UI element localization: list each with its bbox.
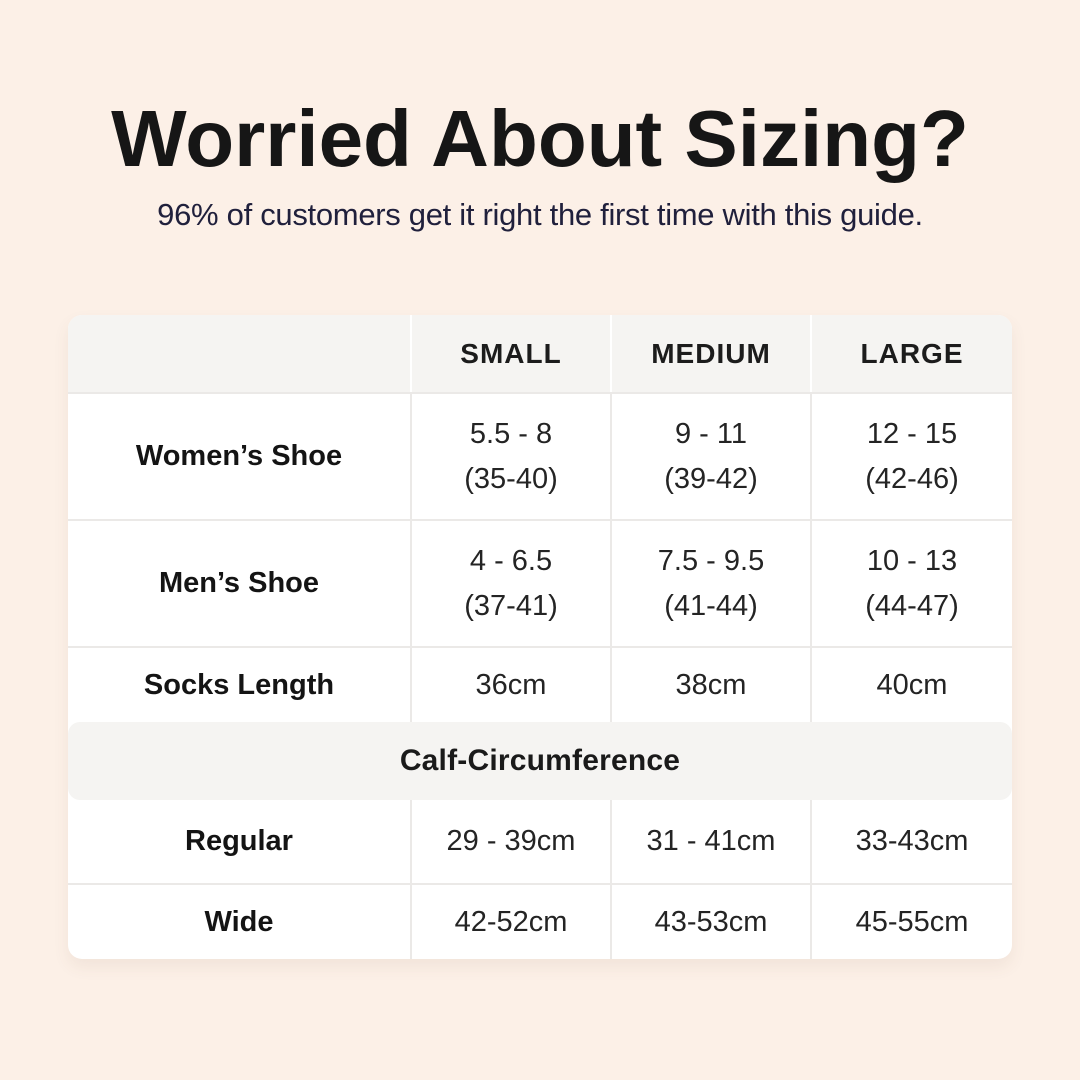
row-label-wide: Wide — [204, 905, 274, 938]
table-header-row: SMALL MEDIUM LARGE — [68, 315, 1012, 392]
cell-value: 31 - 41cm — [646, 825, 776, 857]
table-row-wide: Wide 42-52cm 43-53cm 45-55cm — [68, 883, 1012, 959]
column-header-small: SMALL — [410, 315, 610, 392]
cell-socks-medium: 38cm — [610, 648, 810, 722]
cell-mens-medium: 7.5 - 9.5 (41-44) — [610, 521, 810, 646]
page-title: Worried About Sizing? — [111, 94, 969, 183]
cell-value: 33-43cm — [855, 825, 969, 857]
cell-value: (44-47) — [865, 589, 959, 622]
table-row-regular: Regular 29 - 39cm 31 - 41cm 33-43cm — [68, 800, 1012, 883]
cell-wide-medium: 43-53cm — [610, 885, 810, 959]
cell-value: (37-41) — [464, 589, 558, 622]
cell-mens-small: 4 - 6.5 (37-41) — [410, 521, 610, 646]
cell-value: (41-44) — [664, 589, 758, 622]
column-header-blank — [68, 315, 410, 392]
cell-value: (39-42) — [664, 462, 758, 495]
cell-value: 12 - 15 — [866, 417, 958, 450]
cell-value: 5.5 - 8 — [469, 417, 553, 450]
cell-regular-medium: 31 - 41cm — [610, 800, 810, 883]
cell-womens-medium: 9 - 11 (39-42) — [610, 394, 810, 519]
cell-value: 38cm — [675, 668, 747, 701]
cell-wide-large: 45-55cm — [810, 885, 1012, 959]
cell-value: 4 - 6.5 — [469, 544, 553, 577]
cell-value: 42-52cm — [454, 905, 568, 938]
cell-value: 40cm — [876, 668, 948, 701]
cell-value: (35-40) — [464, 462, 558, 495]
table-row-socks-length: Socks Length 36cm 38cm 40cm — [68, 646, 1012, 722]
cell-regular-small: 29 - 39cm — [410, 800, 610, 883]
row-label-socks-length: Socks Length — [143, 668, 335, 701]
cell-wide-small: 42-52cm — [410, 885, 610, 959]
cell-womens-large: 12 - 15 (42-46) — [810, 394, 1012, 519]
cell-value: 45-55cm — [855, 905, 969, 938]
cell-mens-large: 10 - 13 (44-47) — [810, 521, 1012, 646]
cell-value: 10 - 13 — [866, 544, 958, 577]
table-row-womens-shoe: Women’s Shoe 5.5 - 8 (35-40) 9 - 11 (39-… — [68, 392, 1012, 519]
column-header-medium: MEDIUM — [610, 315, 810, 392]
section-title: Calf-Circumference — [399, 744, 681, 777]
cell-value: 29 - 39cm — [446, 825, 576, 857]
cell-value: 36cm — [475, 668, 547, 701]
cell-socks-large: 40cm — [810, 648, 1012, 722]
table-row-mens-shoe: Men’s Shoe 4 - 6.5 (37-41) 7.5 - 9.5 (41… — [68, 519, 1012, 646]
page-header: Worried About Sizing? 96% of customers g… — [0, 95, 1080, 233]
calf-circumference-section-header: Calf-Circumference — [68, 722, 1012, 800]
size-guide-table: SMALL MEDIUM LARGE Women’s Shoe 5.5 - 8 … — [68, 315, 1012, 959]
cell-value: 9 - 11 — [674, 417, 747, 450]
cell-womens-small: 5.5 - 8 (35-40) — [410, 394, 610, 519]
page-subtitle: 96% of customers get it right the first … — [157, 197, 923, 232]
cell-regular-large: 33-43cm — [810, 800, 1012, 883]
column-header-large: LARGE — [810, 315, 1012, 392]
cell-value: 7.5 - 9.5 — [657, 544, 765, 577]
row-label-regular: Regular — [185, 825, 293, 857]
row-label-womens-shoe: Women’s Shoe — [135, 440, 343, 472]
cell-value: 43-53cm — [654, 905, 768, 938]
row-label-mens-shoe: Men’s Shoe — [158, 567, 320, 599]
cell-socks-small: 36cm — [410, 648, 610, 722]
cell-value: (42-46) — [865, 462, 959, 495]
